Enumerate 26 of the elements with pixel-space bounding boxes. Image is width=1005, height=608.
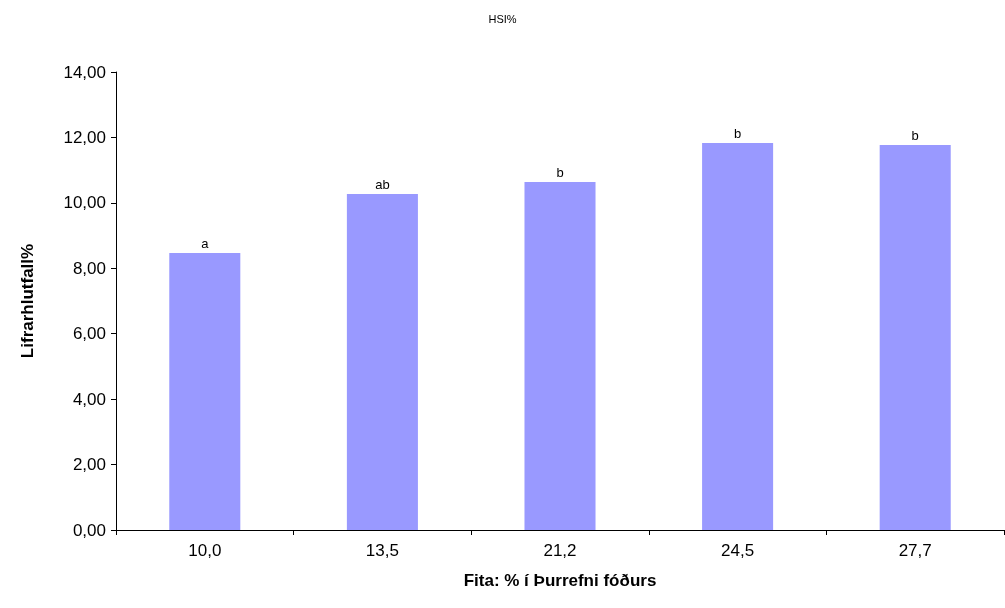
y-tick-label: 4,00 <box>72 389 106 409</box>
y-tick-label: 10,00 <box>63 193 106 213</box>
data-label: b <box>733 125 742 141</box>
bar <box>524 181 596 530</box>
x-tick-label: 24,5 <box>721 541 755 560</box>
y-tick-label: 2,00 <box>72 455 106 475</box>
y-tick-label: 8,00 <box>72 258 106 278</box>
bar <box>346 194 418 530</box>
y-tick-label: 12,00 <box>63 127 106 147</box>
data-label: b <box>911 127 919 143</box>
bar <box>702 142 774 530</box>
bar <box>879 144 951 530</box>
data-label: a <box>201 235 210 251</box>
data-label: b <box>556 164 564 180</box>
x-tick-label: 10,0 <box>188 541 222 560</box>
y-tick-label: 0,00 <box>72 520 106 540</box>
x-axis-title: Fita: % í Þurrefni fóðurs <box>463 571 657 590</box>
data-label: ab <box>375 177 390 193</box>
x-tick-label: 27,7 <box>898 541 932 560</box>
y-tick-label: 6,00 <box>72 324 106 344</box>
y-tick-label: 14,00 <box>63 62 106 82</box>
y-axis-title: Lifrarhlutfall% <box>18 243 37 359</box>
chart-title: HSI% <box>488 12 517 25</box>
bar <box>169 252 241 530</box>
x-tick-label: 21,2 <box>543 541 577 560</box>
x-tick-label: 13,5 <box>365 541 399 560</box>
